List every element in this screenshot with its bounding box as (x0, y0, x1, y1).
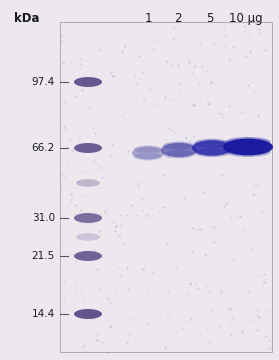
Ellipse shape (76, 179, 100, 187)
Text: 21.5: 21.5 (32, 251, 55, 261)
Ellipse shape (74, 143, 102, 153)
Ellipse shape (74, 309, 102, 319)
Text: 2: 2 (174, 12, 182, 25)
Text: 14.4: 14.4 (32, 309, 55, 319)
Ellipse shape (134, 145, 162, 153)
Ellipse shape (74, 77, 102, 87)
Text: kDa: kDa (14, 12, 40, 25)
Ellipse shape (74, 251, 102, 261)
Text: 10 μg: 10 μg (229, 12, 263, 25)
Ellipse shape (163, 150, 195, 158)
Ellipse shape (134, 153, 162, 161)
Ellipse shape (161, 143, 197, 157)
Text: 31.0: 31.0 (32, 213, 55, 223)
Ellipse shape (74, 213, 102, 223)
Ellipse shape (76, 233, 100, 241)
Text: 1: 1 (144, 12, 152, 25)
Ellipse shape (132, 147, 164, 159)
Ellipse shape (223, 139, 273, 156)
Ellipse shape (163, 141, 195, 150)
Text: 97.4: 97.4 (32, 77, 55, 87)
Ellipse shape (194, 148, 230, 157)
Ellipse shape (225, 147, 271, 157)
Ellipse shape (225, 137, 271, 147)
FancyBboxPatch shape (60, 22, 272, 352)
Text: 66.2: 66.2 (32, 143, 55, 153)
Ellipse shape (192, 140, 232, 156)
Ellipse shape (194, 139, 230, 148)
Text: 5: 5 (206, 12, 214, 25)
